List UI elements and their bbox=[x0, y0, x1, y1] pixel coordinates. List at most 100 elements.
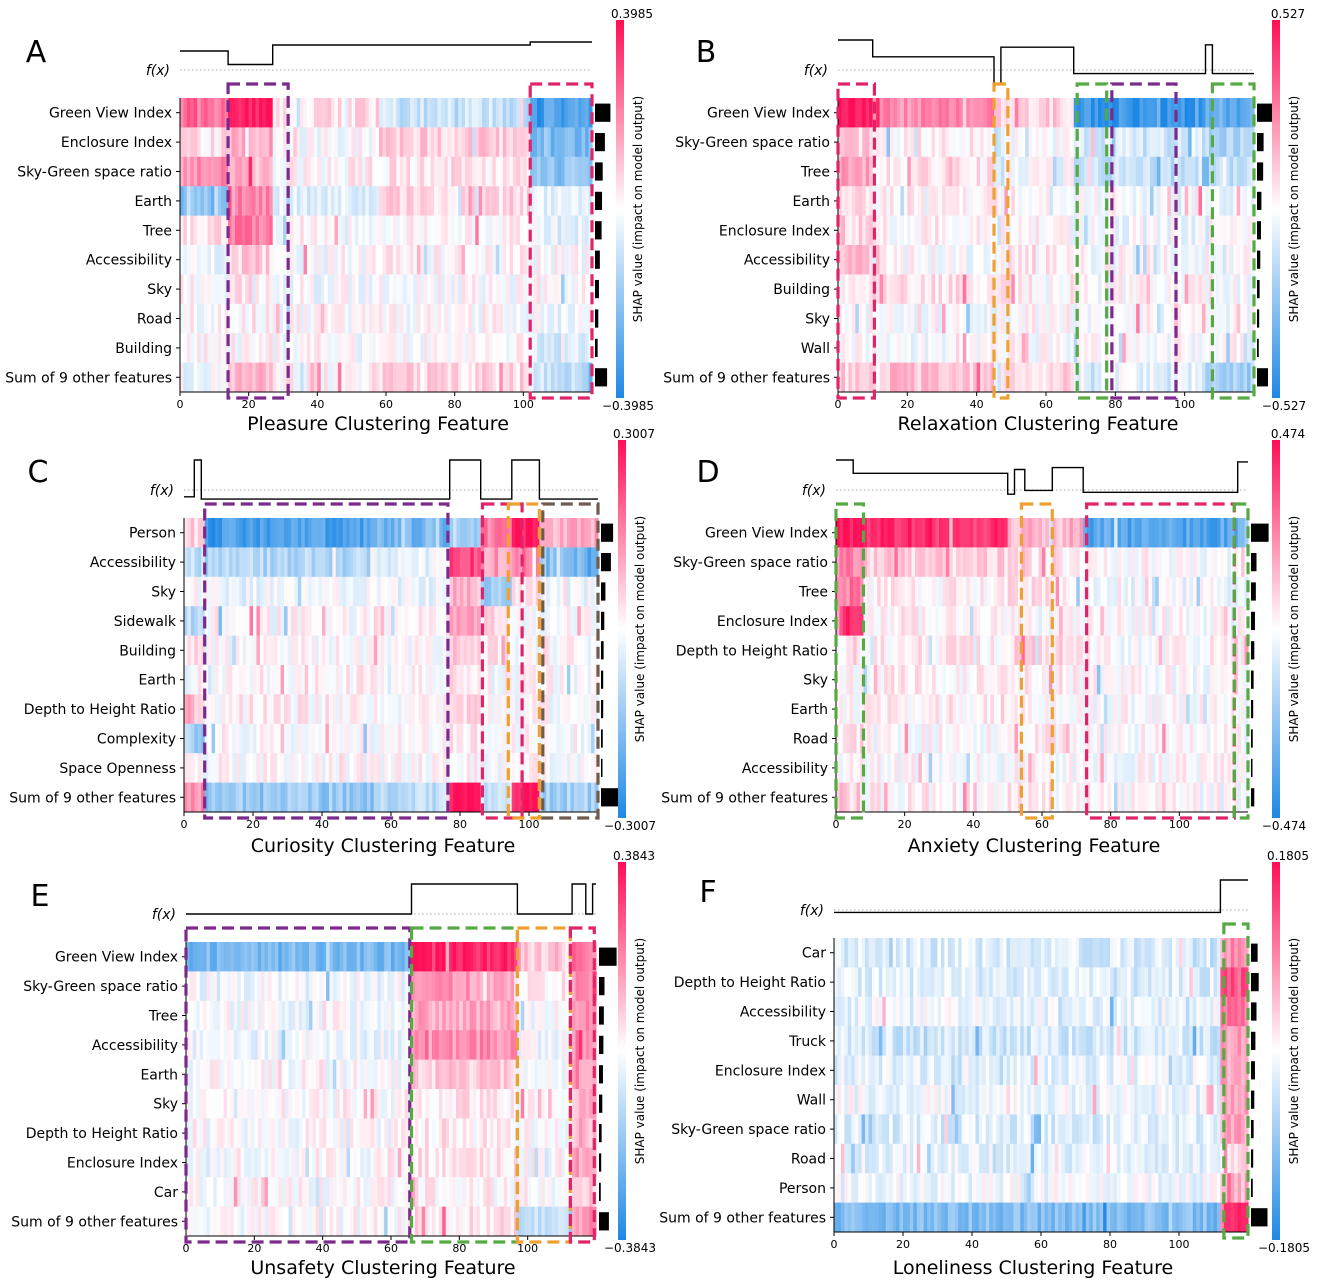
heatmap-cell bbox=[1212, 98, 1217, 128]
heatmap-cell bbox=[249, 753, 254, 783]
heatmap-cell bbox=[386, 127, 391, 158]
heatmap-cell bbox=[303, 127, 308, 158]
heatmap-cell bbox=[270, 576, 275, 607]
heatmap-cell bbox=[883, 333, 888, 363]
feature-label: Building bbox=[115, 341, 172, 357]
heatmap-cell bbox=[557, 127, 562, 158]
heatmap-cell bbox=[987, 547, 992, 578]
heatmap-cell bbox=[318, 635, 323, 666]
heatmap-cell bbox=[1223, 576, 1228, 607]
heatmap-cell bbox=[325, 576, 330, 607]
importance-bar bbox=[601, 582, 606, 601]
heatmap-cell bbox=[485, 127, 490, 158]
heatmap-cell bbox=[911, 723, 916, 754]
heatmap-cell bbox=[468, 362, 473, 393]
heatmap-cell bbox=[373, 518, 378, 548]
heatmap-cell bbox=[543, 245, 548, 275]
heatmap-cell bbox=[522, 665, 527, 695]
heatmap-cell bbox=[535, 723, 540, 754]
heatmap-cell bbox=[1072, 753, 1077, 783]
heatmap-cell bbox=[581, 362, 586, 393]
heatmap-cell bbox=[208, 723, 213, 754]
heatmap-cell bbox=[540, 274, 545, 305]
heatmap-cell bbox=[234, 127, 239, 158]
heatmap-cell bbox=[911, 547, 916, 578]
heatmap-cell bbox=[353, 635, 358, 666]
heatmap-cell bbox=[1011, 156, 1016, 187]
heatmap-cell bbox=[315, 694, 320, 725]
heatmap-cell bbox=[392, 333, 397, 363]
heatmap-cell bbox=[1091, 186, 1096, 216]
heatmap-cell bbox=[276, 274, 281, 305]
heatmap-cell bbox=[287, 547, 292, 578]
heatmap-cell bbox=[215, 518, 220, 548]
heatmap-cell bbox=[310, 362, 315, 393]
heatmap-cell bbox=[349, 576, 354, 607]
heatmap-cell bbox=[344, 245, 349, 275]
heatmap-cell bbox=[416, 98, 421, 128]
heatmap-cell bbox=[444, 333, 449, 363]
heatmap-cell bbox=[356, 518, 361, 548]
heatmap-cell bbox=[918, 606, 923, 636]
heatmap-cell bbox=[339, 694, 344, 725]
heatmap-cell bbox=[283, 98, 288, 128]
heatmap-cell bbox=[484, 518, 489, 548]
heatmap-cell bbox=[976, 98, 981, 128]
heatmap-cell bbox=[849, 753, 854, 783]
heatmap-cell bbox=[557, 274, 562, 305]
heatmap-cell bbox=[180, 303, 185, 334]
heatmap-cell bbox=[1196, 547, 1201, 578]
heatmap-cell bbox=[890, 303, 895, 334]
heatmap-cell bbox=[365, 98, 370, 128]
heatmap-cell bbox=[1219, 245, 1224, 275]
heatmap-cell bbox=[563, 547, 568, 578]
heatmap-cell bbox=[502, 362, 507, 393]
heatmap-cell bbox=[1086, 547, 1091, 578]
heatmap-cell bbox=[190, 215, 195, 246]
heatmap-cell bbox=[863, 782, 868, 813]
heatmap-cell bbox=[574, 186, 579, 216]
heatmap-cell bbox=[928, 333, 933, 363]
heatmap-cell bbox=[401, 606, 406, 636]
heatmap-cell bbox=[1038, 518, 1043, 548]
feature-label: Sky-Green space ratio bbox=[17, 165, 172, 181]
heatmap-cell bbox=[523, 245, 528, 275]
heatmap-cell bbox=[1055, 753, 1060, 783]
heatmap-cell bbox=[580, 518, 585, 548]
heatmap-cell bbox=[401, 723, 406, 754]
heatmap-cell bbox=[1129, 245, 1134, 275]
heatmap-cell bbox=[1103, 694, 1108, 725]
heatmap-cell bbox=[358, 245, 363, 275]
fx-label: f(x) bbox=[802, 483, 826, 499]
heatmap-cell bbox=[851, 245, 856, 275]
heatmap-cell bbox=[228, 98, 233, 128]
heatmap-cell bbox=[294, 665, 299, 695]
heatmap-cell bbox=[351, 274, 356, 305]
heatmap-cell bbox=[962, 333, 967, 363]
heatmap-cell bbox=[856, 518, 861, 548]
heatmap-cell bbox=[1160, 156, 1165, 187]
heatmap-cell bbox=[313, 362, 318, 393]
heatmap-cell bbox=[962, 156, 967, 187]
heatmap-cell bbox=[848, 274, 853, 305]
heatmap-cell bbox=[924, 274, 929, 305]
heatmap-cell bbox=[918, 723, 923, 754]
heatmap-cell bbox=[1101, 303, 1106, 334]
heatmap-cell bbox=[890, 782, 895, 813]
heatmap-cell bbox=[494, 694, 499, 725]
heatmap-cell bbox=[346, 635, 351, 666]
heatmap-cell bbox=[320, 303, 325, 334]
heatmap-cell bbox=[1241, 606, 1246, 636]
heatmap-cell bbox=[570, 518, 575, 548]
heatmap-cell bbox=[1035, 186, 1040, 216]
heatmap-cell bbox=[430, 362, 435, 393]
heatmap-cell bbox=[533, 303, 538, 334]
heatmap-cell bbox=[921, 333, 926, 363]
heatmap-cell bbox=[546, 606, 551, 636]
heatmap-cell bbox=[1087, 215, 1092, 246]
heatmap-cell bbox=[1111, 333, 1116, 363]
heatmap-cell bbox=[911, 576, 916, 607]
heatmap-cell bbox=[1004, 665, 1009, 695]
heatmap-cell bbox=[296, 186, 301, 216]
